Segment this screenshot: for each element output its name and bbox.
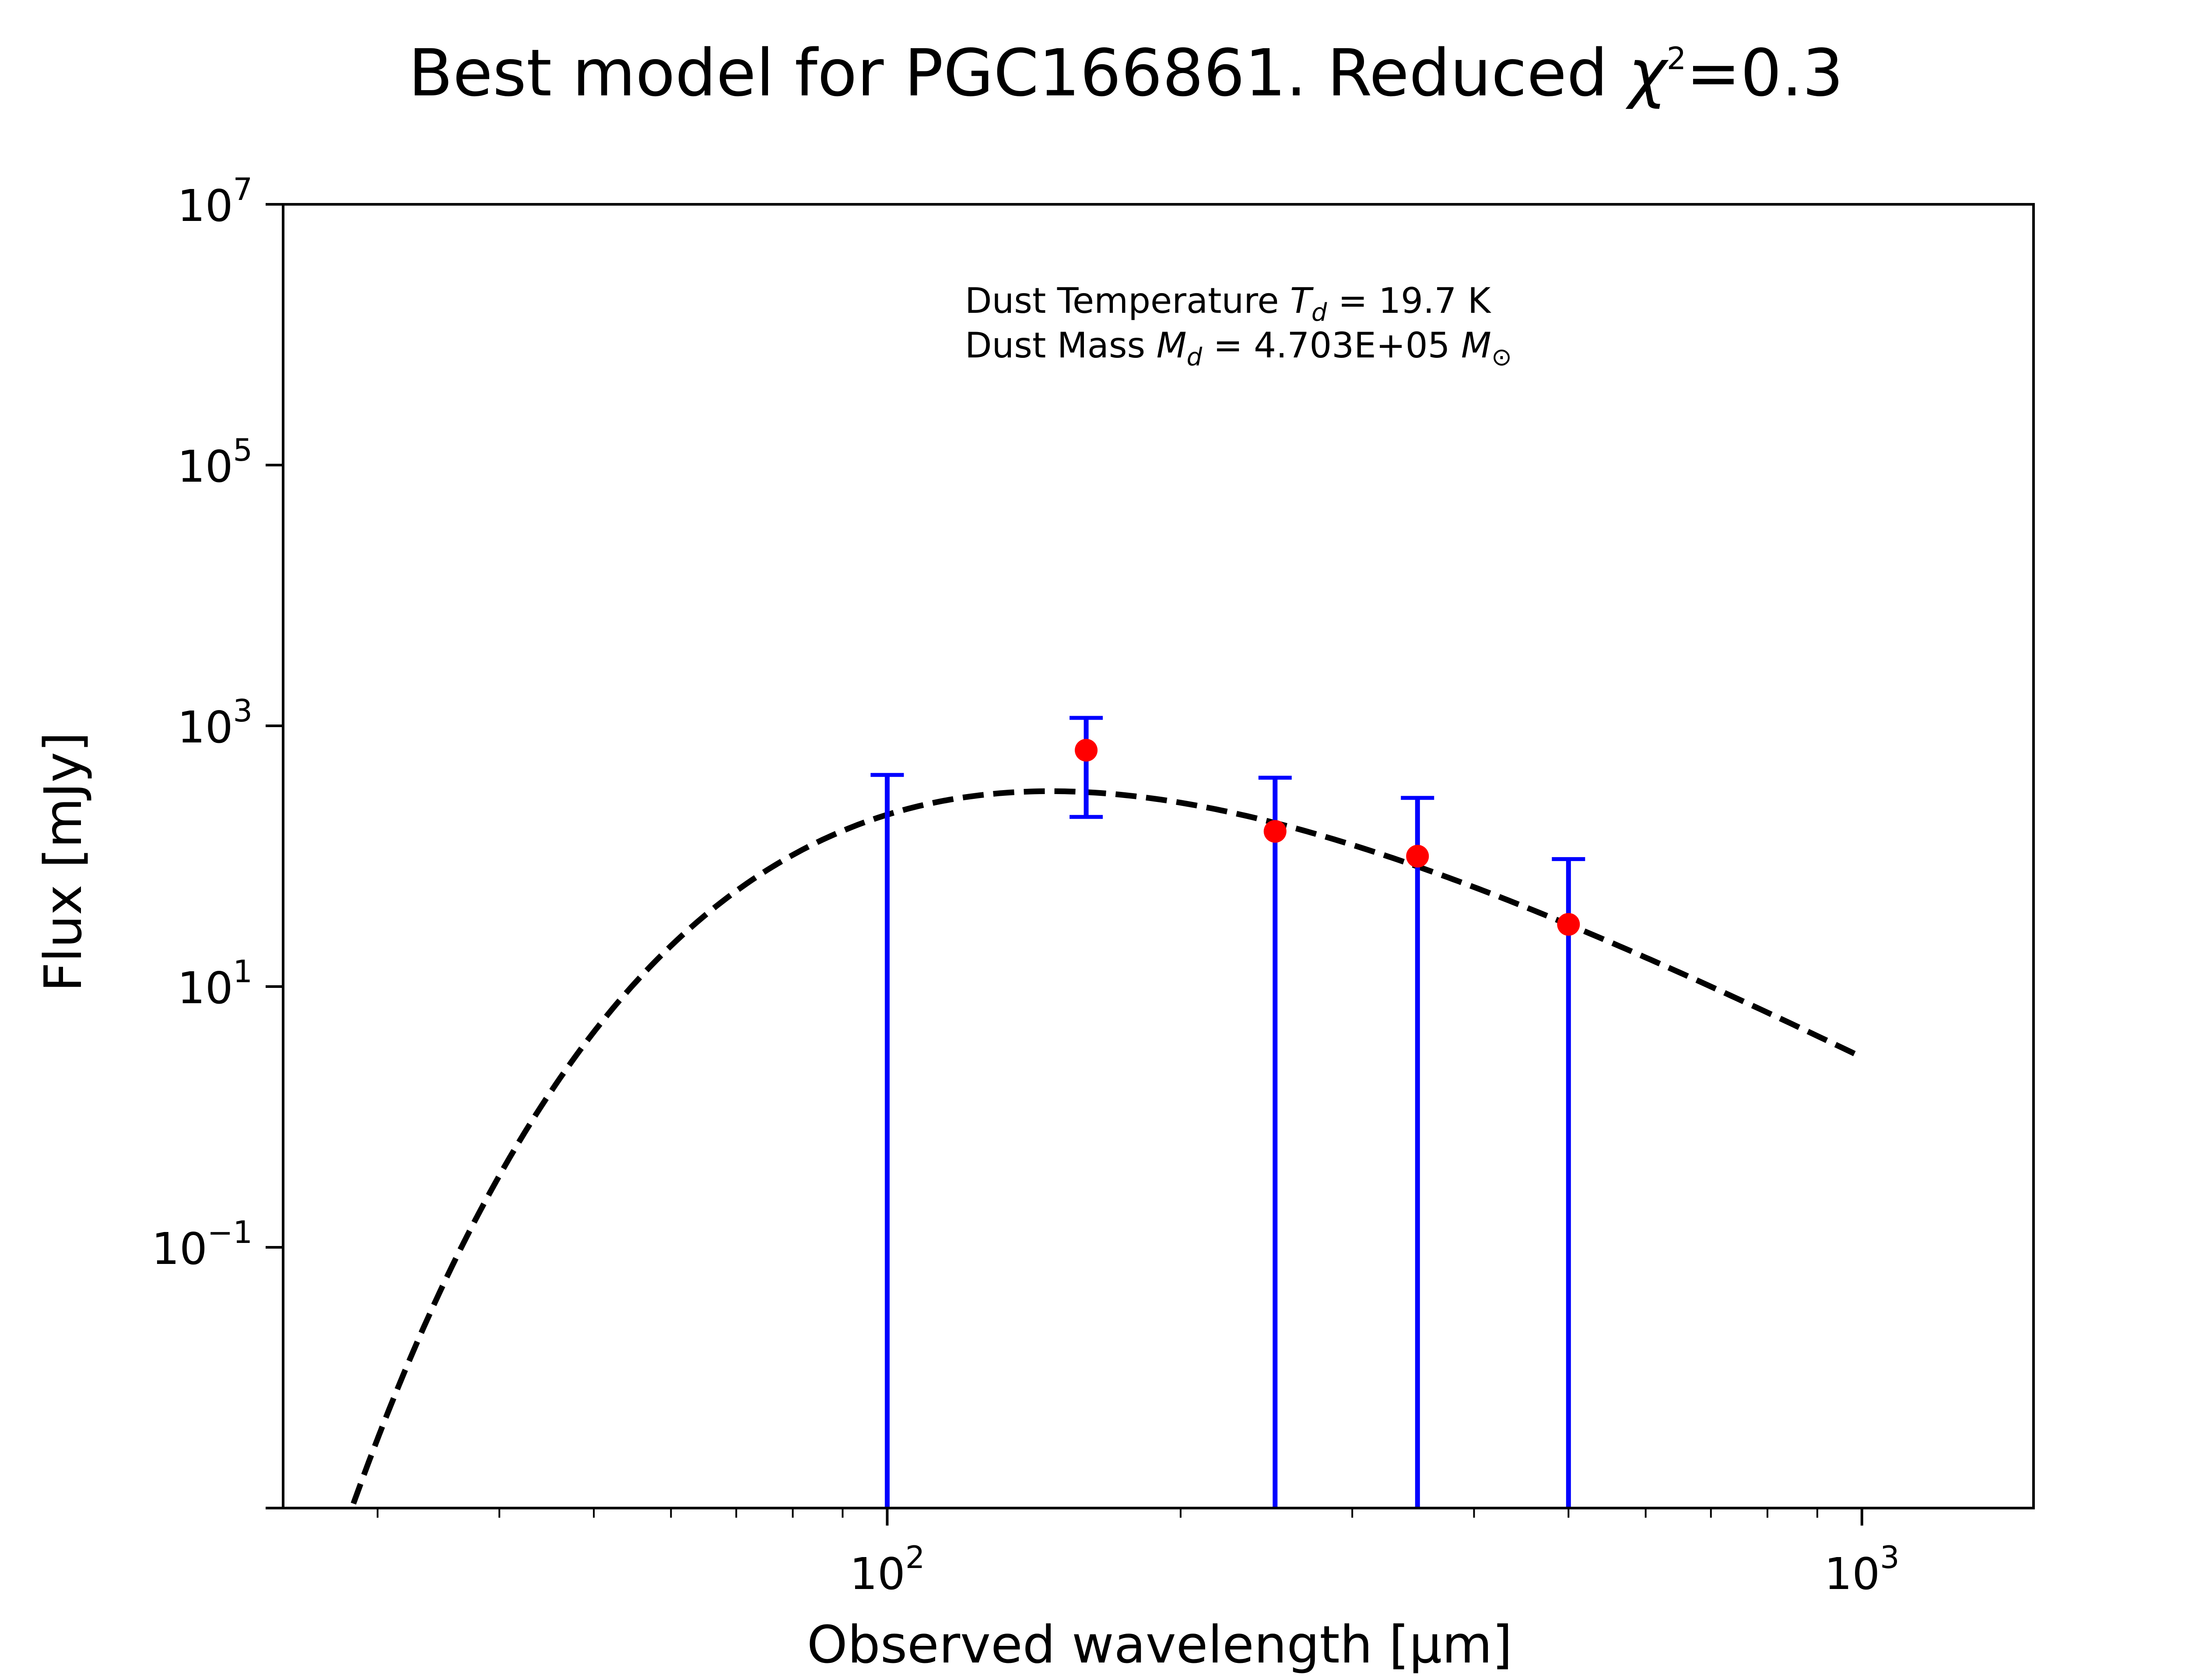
y-tick-label: 103	[177, 693, 252, 753]
chart-title-exponent: 2	[1667, 41, 1687, 77]
errorbars-layer	[870, 716, 1585, 1508]
data-point	[1406, 845, 1429, 868]
dust-mass-annotation: Dust Mass Md = 4.703E+05 M⊙	[965, 325, 1512, 371]
y-tick-label: 10−1	[152, 1214, 252, 1274]
plot-frame	[282, 203, 2035, 1509]
axis-ticks: 102 103 10−1 101 103 105 107	[152, 172, 1900, 1600]
chart-title-text: Best model for PGC166861. Reduced	[408, 35, 1608, 111]
y-tick-label: 107	[177, 172, 252, 231]
chart-title-symbol: χ	[1625, 35, 1669, 111]
x-tick-label: 103	[1824, 1540, 1900, 1600]
model-sed-curve	[351, 788, 1863, 1505]
data-point	[1075, 738, 1098, 762]
y-tick-label: 101	[177, 954, 252, 1014]
chart-title: Best model for PGC166861. Reduced χ2=0.3	[408, 35, 1843, 111]
data-point	[1557, 913, 1580, 936]
y-axis-label: Flux [mJy]	[33, 732, 93, 992]
data-points-layer	[1075, 738, 1580, 936]
y-tick-label: 105	[177, 432, 252, 492]
data-point	[1263, 820, 1287, 843]
model-curve-layer	[351, 788, 1863, 1505]
x-axis-label: Observed wavelength [μm]	[807, 1614, 1512, 1675]
dust-temperature-annotation: Dust Temperature Td = 19.7 K	[965, 280, 1492, 327]
x-tick-label: 102	[850, 1540, 925, 1600]
chart-title-value: =0.3	[1686, 35, 1843, 111]
